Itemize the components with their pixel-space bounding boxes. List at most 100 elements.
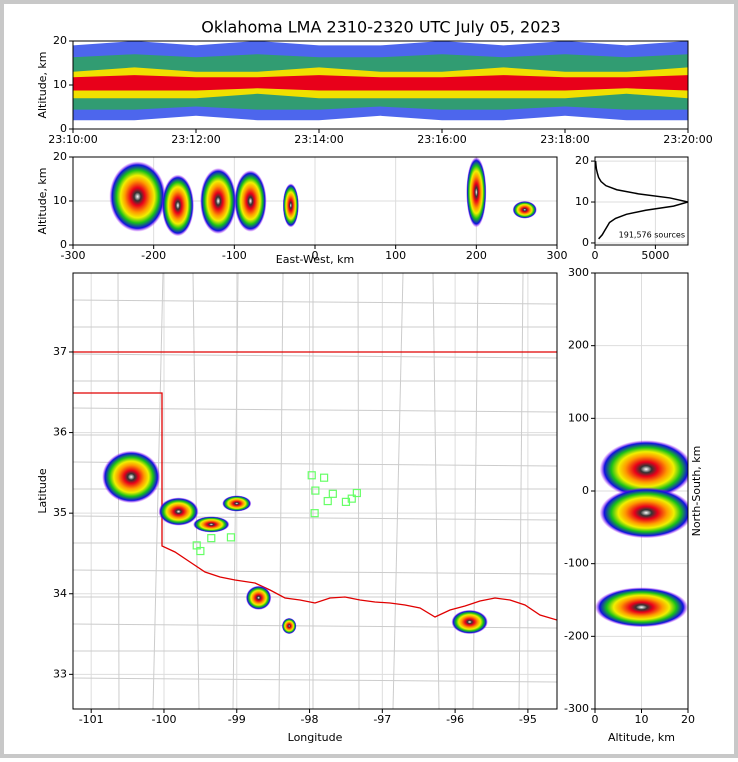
x-tick-label: 23:12:00 — [171, 133, 220, 146]
y-tick-label: 36 — [53, 426, 67, 439]
y-tick-label: 0 — [60, 238, 67, 251]
x-tick-label: 100 — [385, 249, 406, 262]
station — [207, 534, 216, 543]
source-density — [222, 495, 252, 512]
y-tick-label: 20 — [53, 150, 67, 163]
source-density — [200, 168, 237, 234]
station — [328, 489, 337, 498]
x-tick-label: -300 — [61, 249, 86, 262]
station — [196, 546, 205, 556]
y-tick-label: 33 — [53, 667, 67, 680]
county-line — [73, 515, 557, 521]
state-border — [73, 351, 557, 621]
source-density — [161, 174, 194, 237]
x-tick-label: 5000 — [641, 249, 669, 262]
source-density — [158, 497, 199, 526]
y-axis-label: North-South, km — [690, 446, 703, 537]
core-band-red — [73, 75, 688, 91]
plot-area — [73, 41, 688, 121]
y-tick-label: -100 — [564, 557, 589, 570]
y-tick-label: 0 — [582, 484, 589, 497]
y-tick-label: 37 — [53, 345, 67, 358]
x-axis-label: Altitude, km — [608, 731, 675, 744]
station — [341, 497, 351, 506]
source-density — [245, 585, 272, 610]
county-line — [278, 273, 284, 709]
y-tick-label: 200 — [568, 339, 589, 352]
y-tick-label: -300 — [564, 702, 589, 715]
y-tick-label: 0 — [60, 122, 67, 135]
y-tick-label: 20 — [575, 154, 589, 167]
x-axis-label: East-West, km — [276, 253, 354, 266]
x-tick-label: -99 — [228, 713, 246, 726]
county-line — [392, 273, 404, 709]
station — [319, 473, 329, 482]
x-tick-label: 0 — [312, 249, 319, 262]
county-line — [73, 677, 557, 683]
source-density — [599, 440, 688, 499]
y-axis-label: Altitude, km — [36, 51, 49, 118]
x-tick-label: 20 — [681, 713, 695, 726]
x-tick-label: -98 — [301, 713, 319, 726]
axes-frame — [72, 272, 558, 710]
altitude-histogram — [595, 161, 688, 240]
x-tick-label: 300 — [547, 249, 568, 262]
x-tick-label: 200 — [466, 249, 487, 262]
x-tick-label: -97 — [373, 713, 391, 726]
county-line — [472, 273, 479, 709]
county-line — [73, 569, 557, 575]
source-density — [599, 487, 688, 539]
x-tick-label: 0 — [592, 249, 599, 262]
county-line — [232, 273, 239, 709]
annotation: 191,576 sources — [619, 231, 685, 240]
plot-area — [595, 157, 688, 245]
x-tick-label: 23:16:00 — [417, 133, 466, 146]
x-tick-label: 23:20:00 — [663, 133, 712, 146]
source-density — [512, 201, 537, 219]
axes-frame — [594, 156, 689, 246]
x-tick-label: -100 — [222, 249, 247, 262]
y-tick-label: 0 — [582, 236, 589, 249]
y-tick-label: 10 — [53, 78, 67, 91]
station — [323, 496, 332, 506]
x-tick-label: 0 — [592, 713, 599, 726]
county-line — [152, 273, 164, 709]
county-line — [192, 273, 200, 709]
y-axis-label: Altitude, km — [36, 167, 49, 234]
source-density — [109, 161, 166, 232]
source-density — [102, 450, 161, 504]
station — [352, 488, 361, 498]
plot-area — [73, 157, 557, 245]
x-tick-label: -96 — [446, 713, 464, 726]
y-tick-label: 34 — [53, 587, 67, 600]
county-line — [357, 273, 360, 709]
station — [311, 486, 320, 495]
plot-area — [73, 273, 557, 709]
y-tick-label: 35 — [53, 506, 67, 519]
x-tick-label: 23:10:00 — [48, 133, 97, 146]
x-tick-label: -101 — [79, 713, 104, 726]
y-axis-label: Latitude — [36, 468, 49, 514]
y-tick-label: 20 — [53, 34, 67, 47]
y-tick-label: 10 — [53, 194, 67, 207]
x-tick-label: 23:14:00 — [294, 133, 343, 146]
x-tick-label: 10 — [635, 713, 649, 726]
y-tick-label: 100 — [568, 411, 589, 424]
county-line — [518, 273, 524, 709]
x-tick-label: -95 — [519, 713, 537, 726]
chart-title: Oklahoma LMA 2310-2320 UTC July 05, 2023 — [201, 18, 560, 37]
y-tick-label: -200 — [564, 629, 589, 642]
source-density — [451, 609, 488, 635]
station — [310, 509, 319, 518]
county-line — [73, 407, 557, 413]
source-density — [234, 170, 267, 232]
x-tick-label: -100 — [151, 713, 176, 726]
source-density — [595, 587, 688, 628]
county-line — [73, 299, 557, 305]
x-tick-label: -200 — [141, 249, 166, 262]
y-tick-label: 300 — [568, 266, 589, 279]
source-density — [282, 183, 299, 228]
station — [226, 533, 236, 542]
